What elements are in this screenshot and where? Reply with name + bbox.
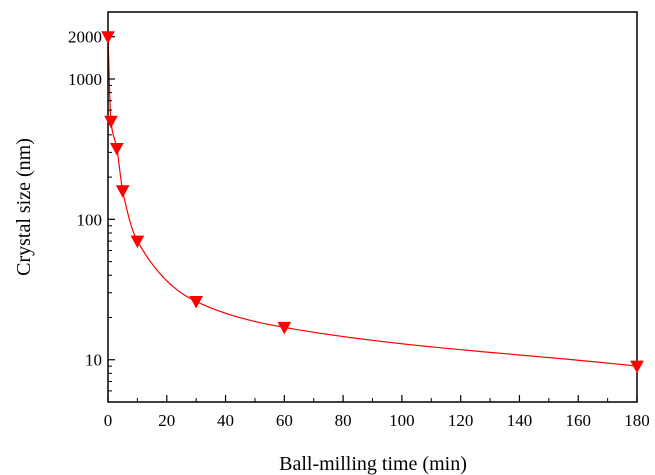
data-point <box>630 360 644 374</box>
x-tick-label: 160 <box>565 411 591 430</box>
plot-frame <box>107 11 638 403</box>
x-tick-label: 60 <box>276 411 293 430</box>
x-tick-label: 0 <box>104 411 113 430</box>
y-tick-label: 10 <box>85 351 102 370</box>
data-point <box>104 115 118 129</box>
data-point <box>101 31 115 44</box>
fit-curve <box>107 36 638 367</box>
data-point <box>130 235 145 249</box>
y-tick-label: 2000 <box>68 28 102 47</box>
y-tick-label: 1000 <box>68 70 102 89</box>
data-point <box>189 295 204 309</box>
x-tick-label: 40 <box>217 411 234 430</box>
data-markers <box>101 31 644 374</box>
x-tick-label: 140 <box>507 411 533 430</box>
x-tick-label: 180 <box>624 411 650 430</box>
axis-ticks: 0 20 40 60 80 100 120 140 160 180 10 100 1000 2000 <box>68 28 650 430</box>
data-point <box>109 142 124 156</box>
x-tick-label: 100 <box>389 411 415 430</box>
x-tick-label: 80 <box>335 411 352 430</box>
data-point <box>277 321 292 335</box>
y-axis-title: Crystal size (nm) <box>13 138 35 276</box>
x-tick-label: 120 <box>448 411 474 430</box>
y-tick-label: 100 <box>77 210 103 229</box>
data-point <box>115 185 130 198</box>
fit-curve-layer <box>107 36 638 367</box>
x-axis-title: Ball-milling time (min) <box>279 453 467 475</box>
x-tick-label: 20 <box>158 411 175 430</box>
